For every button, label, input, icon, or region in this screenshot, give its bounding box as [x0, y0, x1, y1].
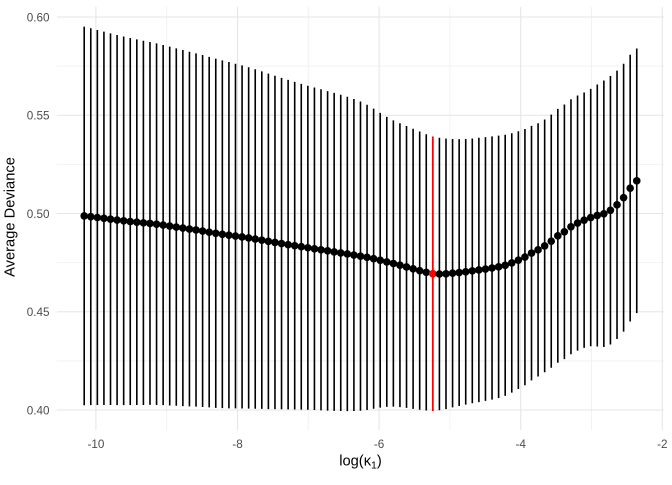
svg-text:-10: -10: [87, 438, 104, 451]
svg-text:0.45: 0.45: [27, 306, 50, 319]
svg-text:0.60: 0.60: [27, 11, 50, 24]
svg-text:-2: -2: [657, 438, 667, 451]
svg-text:0.55: 0.55: [27, 110, 50, 123]
svg-text:-6: -6: [374, 438, 384, 451]
svg-text:-4: -4: [515, 438, 526, 451]
svg-text:0.50: 0.50: [27, 208, 50, 221]
svg-text:0.40: 0.40: [27, 404, 50, 417]
svg-text:Average Deviance: Average Deviance: [3, 157, 19, 277]
svg-text:-8: -8: [232, 438, 242, 451]
